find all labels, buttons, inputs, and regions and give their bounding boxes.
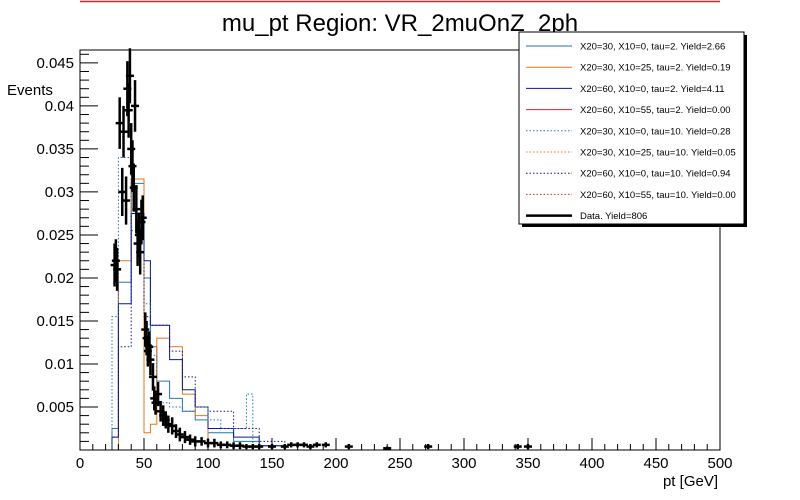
y-tick-label: 0.02 <box>45 270 74 287</box>
data-point <box>119 105 128 158</box>
legend-label: X20=30, X10=0, tau=2. Yield=2.66 <box>580 42 725 53</box>
y-tick-label: 0.01 <box>45 356 74 373</box>
x-axis: 0 50 100 150 200 250 300 350 400 450 500 <box>76 438 733 472</box>
x-tick-label: 150 <box>259 455 284 472</box>
x-tick-label: 400 <box>579 455 604 472</box>
legend-label: X20=60, X10=55, tau=10. Yield=0.00 <box>580 190 736 201</box>
data-point <box>131 80 140 132</box>
x-tick-label: 0 <box>76 455 84 472</box>
data-point <box>137 199 146 245</box>
legend-entry: X20=30, X10=0, tau=2. Yield=2.66 <box>526 42 725 53</box>
x-tick-label: 200 <box>323 455 348 472</box>
data-point <box>125 48 134 104</box>
legend-label: X20=60, X10=0, tau=10. Yield=0.94 <box>580 169 731 180</box>
data-point <box>154 382 163 407</box>
y-tick-label: 0.035 <box>36 141 74 158</box>
x-tick-label: 350 <box>515 455 540 472</box>
data-points <box>110 48 532 450</box>
legend-entry: X20=30, X10=25, tau=2. Yield=0.19 <box>526 63 731 74</box>
y-axis: 0.005 0.01 0.015 0.02 0.025 0.03 0.035 0.04 0.04… <box>36 53 98 442</box>
data-point <box>300 442 308 448</box>
data-point <box>128 140 137 192</box>
data-point <box>122 176 131 225</box>
plot-area <box>111 157 286 451</box>
y-tick-label: 0.015 <box>36 313 74 330</box>
legend-label: X20=30, X10=25, tau=2. Yield=0.19 <box>580 63 731 74</box>
y-tick-label: 0.025 <box>36 227 74 244</box>
data-point <box>124 82 133 138</box>
data-point <box>141 312 150 347</box>
x-tick-label: 250 <box>387 455 412 472</box>
series-5-histogram <box>111 157 266 451</box>
x-tick-label: 50 <box>136 455 153 472</box>
data-point <box>111 239 120 283</box>
legend: X20=30, X10=0, tau=2. Yield=2.66 X20=30, … <box>518 31 747 227</box>
data-point <box>210 438 219 448</box>
y-tick-label: 0.03 <box>45 184 74 201</box>
legend-label: Data. Yield=806 <box>580 211 647 222</box>
legend-entry: Data. Yield=806 <box>526 211 647 222</box>
y-tick-label: 0.005 <box>36 399 74 416</box>
series-7-histogram <box>111 212 286 450</box>
legend-box <box>518 31 745 225</box>
data-point <box>132 185 141 234</box>
y-tick-label: 0.04 <box>45 98 74 115</box>
legend-label: X20=60, X10=0, tau=2. Yield=4.11 <box>580 84 725 95</box>
data-point <box>180 431 189 444</box>
x-tick-label: 500 <box>707 455 732 472</box>
data-point <box>175 427 184 442</box>
y-tick-label: 0.045 <box>36 55 74 72</box>
x-tick-label: 450 <box>643 455 668 472</box>
legend-entry: X20=60, X10=55, tau=10. Yield=0.00 <box>526 190 736 201</box>
y-axis-label: Events <box>7 82 53 99</box>
x-tick-label: 100 <box>195 455 220 472</box>
data-point <box>136 229 145 275</box>
data-point <box>145 331 154 363</box>
legend-entry: X20=30, X10=0, tau=10. Yield=0.28 <box>526 126 731 137</box>
legend-entry: X20=30, X10=25, tau=10. Yield=0.05 <box>526 148 736 159</box>
legend-entry: X20=60, X10=0, tau=10. Yield=0.94 <box>526 169 731 180</box>
data-point <box>312 442 321 448</box>
data-point <box>197 437 206 446</box>
legend-label: X20=30, X10=25, tau=10. Yield=0.05 <box>580 148 736 159</box>
data-point <box>186 434 195 445</box>
data-point <box>113 247 122 291</box>
data-point <box>146 344 155 376</box>
data-point <box>138 195 147 241</box>
legend-label: X20=60, X10=55, tau=2. Yield=0.00 <box>580 105 731 116</box>
x-axis-label: pt [GeV] <box>663 473 718 490</box>
data-point <box>148 363 157 391</box>
legend-entry: X20=60, X10=0, tau=2. Yield=4.11 <box>526 84 725 95</box>
x-tick-label: 300 <box>451 455 476 472</box>
legend-label: X20=30, X10=0, tau=10. Yield=0.28 <box>580 126 731 137</box>
legend-entry: X20=60, X10=55, tau=2. Yield=0.00 <box>526 105 731 116</box>
